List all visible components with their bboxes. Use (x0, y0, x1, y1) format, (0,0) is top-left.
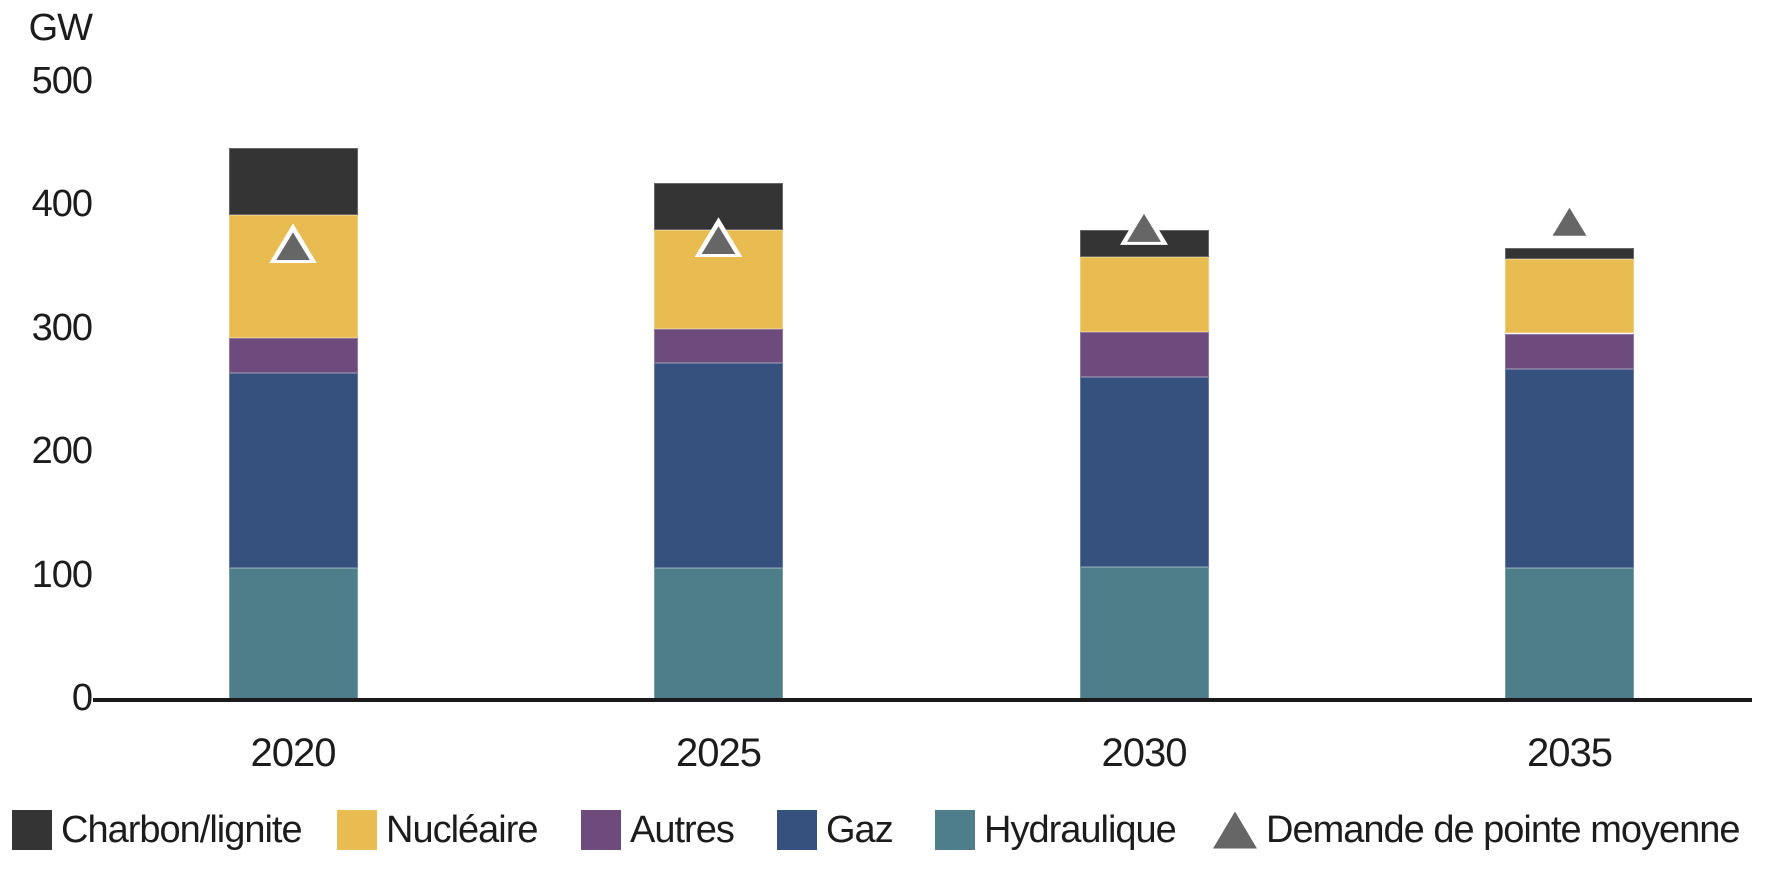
legend: Charbon/lignite Nucléaire Autres Gaz Hyd… (0, 808, 1784, 852)
y-tick-label-100: 100 (31, 553, 93, 596)
peak-demand-marker-fill (1552, 207, 1587, 236)
y-axis-unit-label: GW (28, 7, 93, 49)
x-axis-label-2030: 2030 (1101, 731, 1188, 775)
legend-item-autres: Autres (581, 808, 735, 852)
bar-2030-segment-autres (1079, 332, 1209, 377)
bar-2035-segment-gaz (1505, 369, 1634, 568)
legend-swatch-gaz (777, 810, 817, 850)
bar-2035-segment-autres (1505, 333, 1634, 370)
bar-2020-segment-hydraulique (228, 567, 358, 700)
bar-2035-segment-nucleaire (1505, 259, 1634, 334)
bar-2020-segment-autres (228, 338, 358, 373)
legend-triangle-icon (1213, 811, 1257, 849)
x-axis-label-2020: 2020 (250, 731, 337, 775)
legend-item-hydraulique: Hydraulique (935, 808, 1177, 852)
legend-item-nucleaire: Nucléaire (337, 808, 539, 852)
bar-2025-segment-autres (654, 328, 783, 364)
legend-item-gaz: Gaz (777, 808, 894, 852)
y-tick-label-300: 300 (31, 306, 93, 349)
bar-2030-segment-nucleaire (1079, 256, 1209, 333)
peak-demand-marker-2030 (1120, 204, 1168, 245)
bar-2030-segment-hydraulique (1079, 566, 1209, 700)
legend-item-demande-de-pointe: Demande de pointe moyenne (1213, 808, 1741, 852)
peak-demand-marker-2025 (694, 217, 743, 258)
legend-label-demande-de-pointe: Demande de pointe moyenne (1266, 809, 1741, 851)
legend-label-autres: Autres (630, 809, 735, 851)
x-axis-label-2025: 2025 (676, 731, 762, 775)
bar-2025-segment-gaz (654, 363, 783, 568)
peak-demand-marker-2035 (1545, 198, 1594, 239)
legend-swatch-charbon-lignite (12, 810, 52, 850)
legend-swatch-nucleaire (337, 810, 377, 850)
bar-2020-segment-gaz (228, 372, 358, 568)
bar-2020-segment-charbon-lignite (228, 148, 358, 216)
x-axis-label-2035: 2035 (1527, 731, 1613, 775)
legend-item-charbon-lignite: Charbon/lignite (12, 808, 303, 852)
bar-2035-segment-charbon-lignite (1505, 248, 1634, 260)
y-tick-label-400: 400 (31, 183, 93, 226)
legend-label-hydraulique: Hydraulique (984, 809, 1177, 851)
peak-demand-marker-fill (1127, 213, 1161, 242)
x-axis-line (93, 698, 1752, 702)
y-tick-label-200: 200 (31, 430, 93, 473)
y-tick-label-500: 500 (31, 60, 93, 102)
bar-2030-segment-gaz (1079, 376, 1209, 567)
y-tick-label-0: 0 (71, 677, 93, 719)
legend-label-nucleaire: Nucléaire (386, 809, 539, 851)
legend-label-charbon-lignite: Charbon/lignite (61, 809, 303, 851)
legend-label-gaz: Gaz (826, 809, 894, 851)
legend-swatch-autres (581, 810, 621, 850)
legend-swatch-hydraulique (935, 810, 975, 850)
bar-2035-segment-hydraulique (1505, 567, 1634, 700)
bar-2025-segment-hydraulique (654, 567, 783, 700)
